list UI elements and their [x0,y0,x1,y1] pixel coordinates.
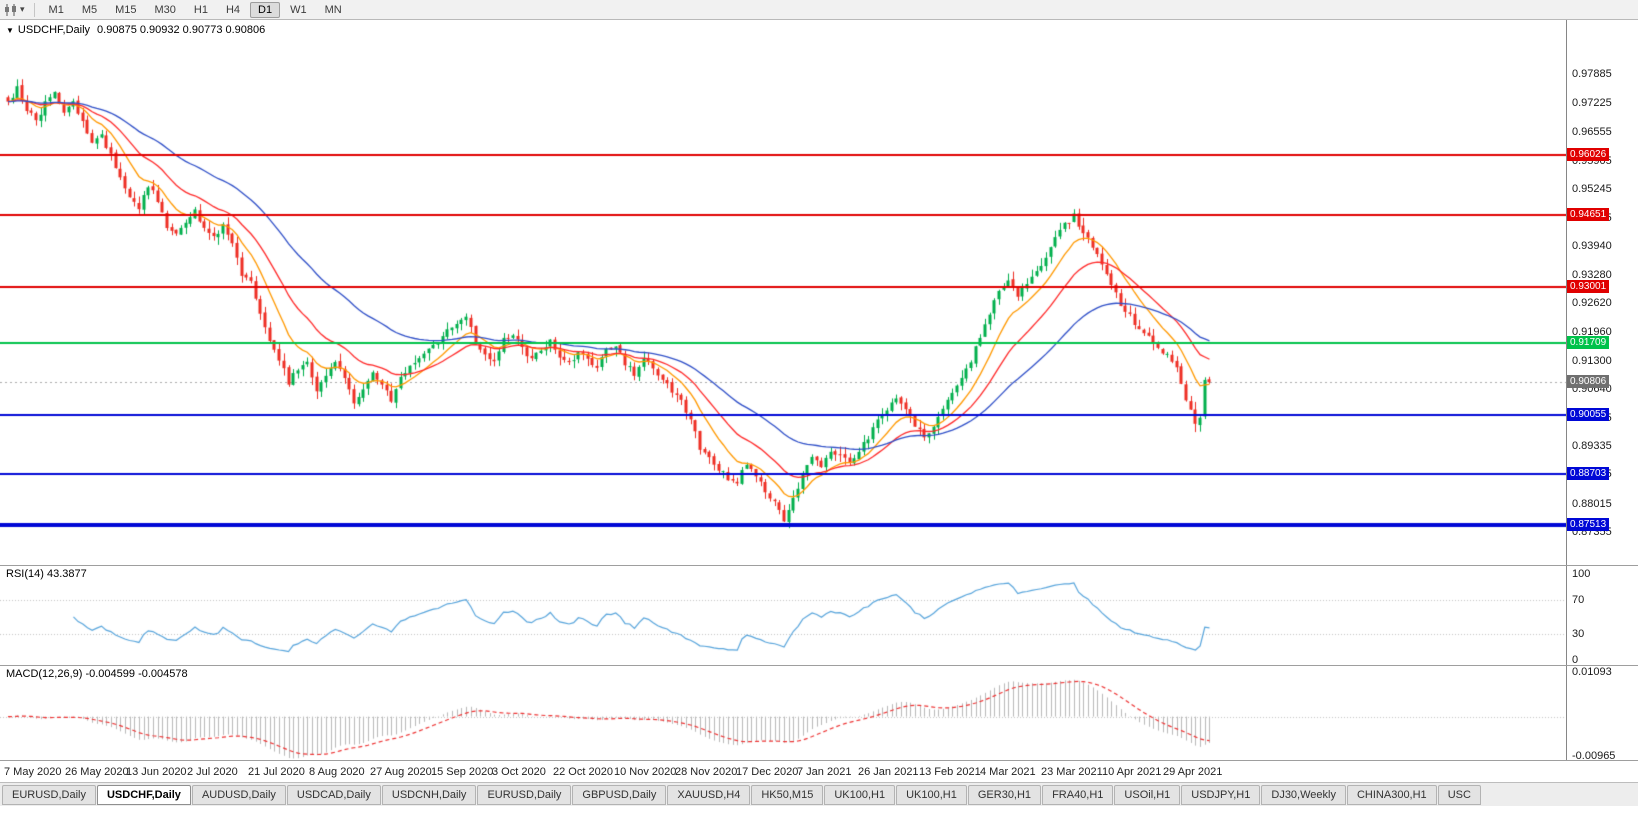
level-price-tag: 0.94651 [1567,208,1610,222]
rsi-axis-label: 100 [1572,568,1591,580]
collapse-triangle-icon[interactable]: ▼ [6,26,14,35]
macd-indicator-label: MACD(12,26,9) -0.004599 -0.004578 [6,668,188,680]
price-axis-label: 0.91300 [1572,354,1612,367]
chart-tabs: EURUSD,Daily USDCHF,Daily AUDUSD,Daily USDC… [0,782,1638,806]
date-axis-label: 7 May 2020 [4,766,62,778]
level-price-tag: 0.91709 [1567,336,1610,349]
tab-uk100-h1[interactable]: UK100,H1 [824,784,896,805]
level-price-tag: 0.90055 [1567,407,1610,421]
timeframe-toolbar: ▾ M1 M5 M15 M30 H1 H4 D1 W1 MN [0,0,1638,20]
tab-fra40-h1[interactable]: FRA40,H1 [1042,784,1114,805]
tab-eurusd-daily[interactable]: EURUSD,Daily [2,784,96,805]
date-axis-label: 10 Apr 2021 [1102,766,1162,778]
price-axis-label: 0.88015 [1572,497,1612,510]
chart-type-dropdown-icon[interactable]: ▾ [20,4,25,14]
timeframe-m5[interactable]: M5 [81,3,98,16]
price-axis-label: 0.96555 [1572,126,1612,139]
chart-title: ▼ USDCHF,Daily 0.90875 0.90932 0.90773 0.9… [6,24,265,36]
tab-gbpusd-daily[interactable]: GBPUSD,Daily [572,784,667,805]
timeframe-m30[interactable]: M30 [154,3,176,16]
chart-plot-region: 0.978850.972250.965550.959050.952450.945… [0,20,1638,762]
time-axis[interactable]: 7 May 2020 26 May 2020 13 Jun 2020 2 Jul 20… [0,760,1638,782]
date-axis-label: 4 Mar 2021 [980,766,1036,778]
date-axis-label: 21 Jul 2020 [248,766,305,778]
date-axis-label: 17 Dec 2020 [736,766,799,778]
timeframe-mn[interactable]: MN [324,3,342,16]
tab-usdcad-daily[interactable]: USDCAD,Daily [286,784,381,805]
timeframe-d1[interactable]: D1 [250,1,281,18]
date-axis-label: 26 Jan 2021 [858,766,919,778]
tab-ger30-h1[interactable]: GER30,H1 [967,784,1042,805]
timeframe-m15[interactable]: M15 [115,3,137,16]
timeframe-h4[interactable]: H4 [225,3,241,16]
tab-dj30-weekly[interactable]: DJ30,Weekly [1261,784,1346,805]
tab-hk50-m15[interactable]: HK50,M15 [751,784,824,805]
price-axis-label: 0.95245 [1572,183,1612,196]
timeframe-h1[interactable]: H1 [193,3,208,16]
date-axis-label: 13 Feb 2021 [919,766,981,778]
level-price-tag: 0.93001 [1567,279,1610,293]
window-filler [0,806,1638,840]
date-axis-label: 22 Oct 2020 [553,766,613,778]
timeframe-w1[interactable]: W1 [290,3,307,16]
price-axis-label: 0.97885 [1572,68,1612,81]
rsi-axis-label: 0 [1572,654,1579,666]
level-price-tag: 0.88703 [1567,466,1610,480]
rsi-axis-label: 70 [1572,593,1585,606]
tab-usdcnh-daily[interactable]: USDCNH,Daily [381,784,477,805]
level-price-tag: 0.96026 [1567,148,1610,162]
tab-china300-h1[interactable]: CHINA300,H1 [1346,784,1437,805]
price-axis-label: 0.93280 [1572,268,1612,281]
date-axis-label: 13 Jun 2020 [126,766,187,778]
tab-usc[interactable]: USC [1437,784,1481,805]
tab-uk100-h1[interactable]: UK100,H1 [896,784,967,805]
macd-axis-label: -0.00965 [1572,750,1616,762]
current-price-tag: 0.90806 [1567,375,1610,389]
timeframe-m1[interactable]: M1 [48,3,64,16]
level-price-tag: 0.87513 [1567,518,1610,532]
date-axis-label: 2 Jul 2020 [187,766,238,778]
date-axis-label: 27 Aug 2020 [370,766,432,778]
date-axis-label: 7 Jan 2021 [797,766,852,778]
symbol-period-label: USDCHF,Daily [17,24,91,36]
date-axis-label: 26 May 2020 [65,766,129,778]
price-axis-label: 0.97225 [1572,97,1612,110]
date-axis-label: 10 Nov 2020 [614,766,677,778]
tab-audusd-daily[interactable]: AUDUSD,Daily [191,784,286,805]
macd-panel-divider[interactable] [0,665,1638,666]
rsi-axis-label: 30 [1572,628,1585,641]
tab-eurusd-daily[interactable]: EURUSD,Daily [477,784,572,805]
rsi-indicator-label: RSI(14) 43.3877 [6,568,87,580]
date-axis-label: 3 Oct 2020 [492,766,546,778]
date-axis-label: 15 Sep 2020 [431,766,494,778]
price-axis[interactable]: 0.978850.972250.965550.959050.952450.945… [1566,20,1638,762]
price-axis-label: 0.92620 [1572,297,1612,310]
price-axis-label: 0.91960 [1572,326,1612,339]
date-axis-label: 29 Apr 2021 [1163,766,1223,778]
toolbar-separator [33,2,35,17]
tab-usdchf-daily[interactable]: USDCHF,Daily [96,784,191,805]
price-axis-label: 0.93940 [1572,240,1612,252]
date-axis-label: 8 Aug 2020 [309,766,365,778]
tab-xauusd-h4[interactable]: XAUUSD,H4 [667,784,751,805]
price-chart-canvas[interactable] [0,20,1566,760]
timeframe-buttons: M1 M5 M15 M30 H1 H4 D1 W1 MN [40,1,351,18]
date-axis-label: 28 Nov 2020 [675,766,738,778]
macd-axis-label: 0.01093 [1572,666,1612,678]
date-axis-label: 23 Mar 2021 [1041,766,1103,778]
ohlc-values: 0.90875 0.90932 0.90773 0.90806 [97,24,266,36]
chart-type-icon[interactable] [4,3,18,16]
price-axis-label: 0.89335 [1572,440,1612,453]
tab-usdjpy-h1[interactable]: USDJPY,H1 [1181,784,1261,805]
rsi-panel-divider[interactable] [0,565,1638,566]
tab-usoil-h1[interactable]: USOil,H1 [1114,784,1181,805]
